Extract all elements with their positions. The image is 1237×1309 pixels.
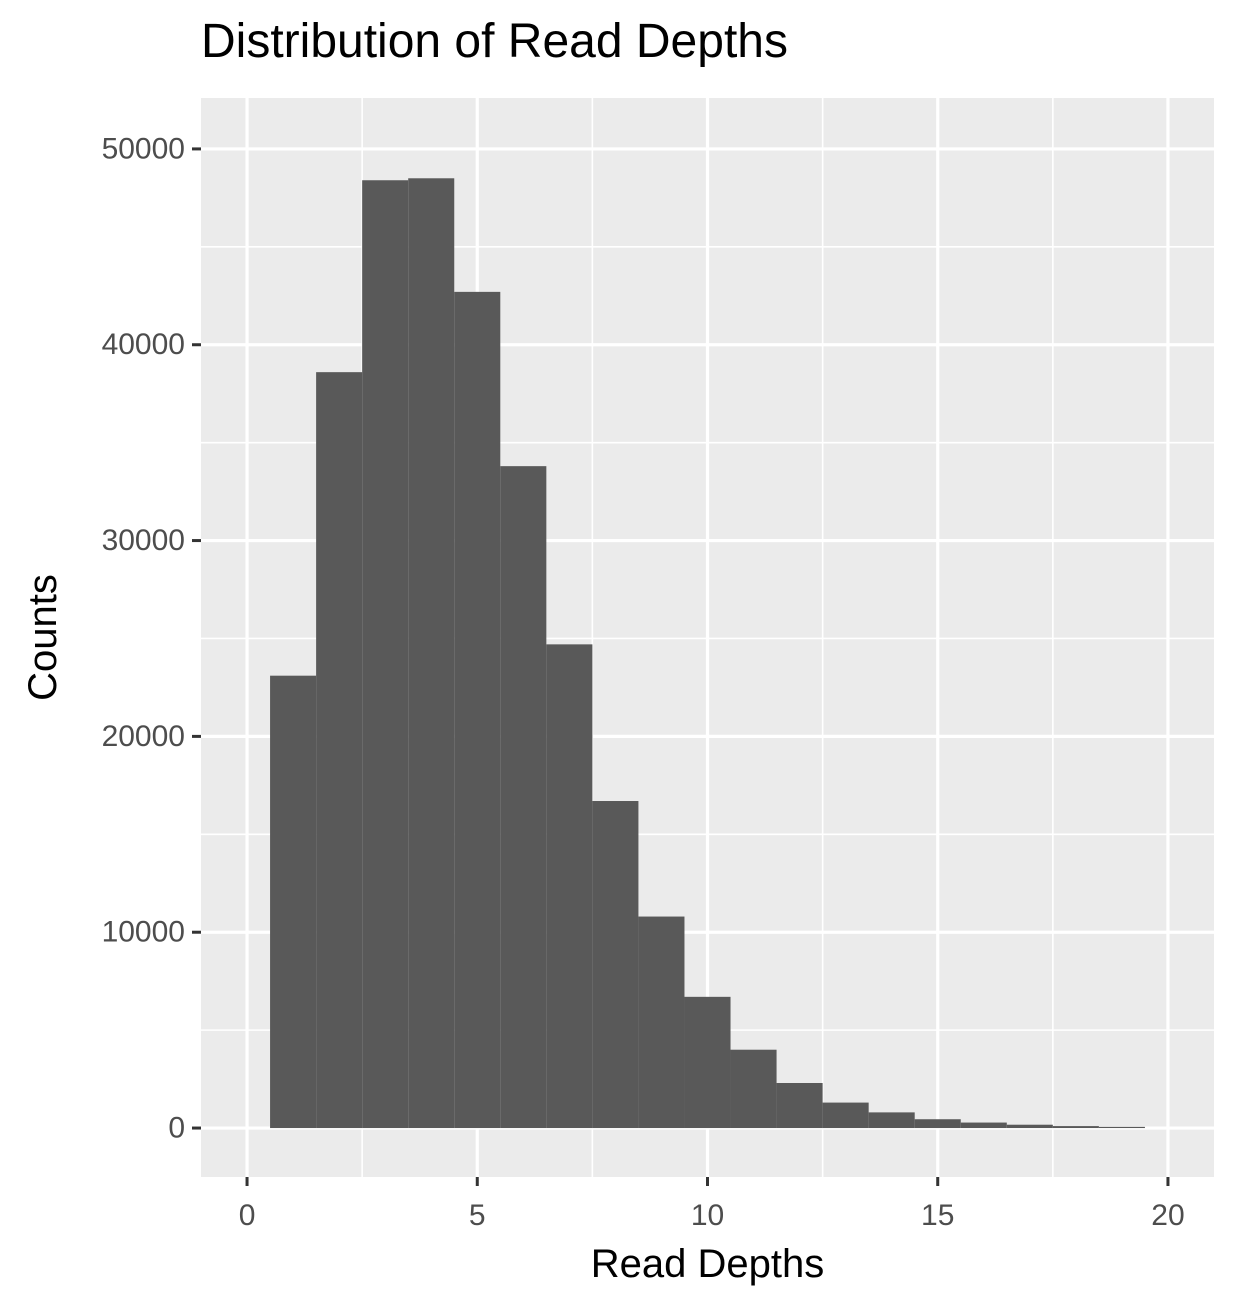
histogram-bar [776, 1083, 823, 1129]
histogram-bar [592, 801, 639, 1129]
x-tick-label: 15 [921, 1199, 954, 1232]
histogram-bar [1098, 1126, 1145, 1129]
y-axis: 0 10000 20000 30000 40000 50000 [102, 132, 201, 1145]
histogram-bar [270, 675, 317, 1129]
x-tick-label: 0 [239, 1199, 256, 1232]
y-tick-label: 10000 [102, 916, 185, 949]
y-tick-label: 0 [168, 1112, 185, 1145]
histogram-bar [822, 1102, 869, 1129]
histogram-bar [868, 1112, 915, 1129]
histogram-bar [960, 1122, 1007, 1129]
histogram-bar [1006, 1124, 1053, 1129]
histogram-bars [270, 178, 1145, 1129]
x-tick-label: 20 [1151, 1199, 1184, 1232]
histogram-bar [684, 996, 731, 1129]
x-axis-title: Read Depths [591, 1242, 824, 1286]
histogram-bar [454, 291, 501, 1129]
histogram-bar [362, 180, 409, 1129]
histogram-bar [638, 916, 685, 1129]
x-axis: 0 5 10 15 20 [239, 1177, 1185, 1232]
y-tick-label: 50000 [102, 132, 185, 165]
x-tick-label: 10 [691, 1199, 724, 1232]
y-tick-label: 30000 [102, 524, 185, 557]
chart-title: Distribution of Read Depths [201, 15, 788, 68]
histogram-bar [914, 1119, 961, 1129]
histogram-bar [316, 372, 363, 1129]
histogram-bar [730, 1049, 777, 1129]
y-axis-title: Counts [21, 574, 65, 701]
y-tick-label: 40000 [102, 328, 185, 361]
y-tick-label: 20000 [102, 720, 185, 753]
histogram-bar [500, 466, 547, 1129]
histogram-bar [408, 178, 455, 1129]
x-tick-label: 5 [469, 1199, 486, 1232]
histogram-bar [1052, 1126, 1099, 1129]
histogram-bar [546, 644, 593, 1129]
